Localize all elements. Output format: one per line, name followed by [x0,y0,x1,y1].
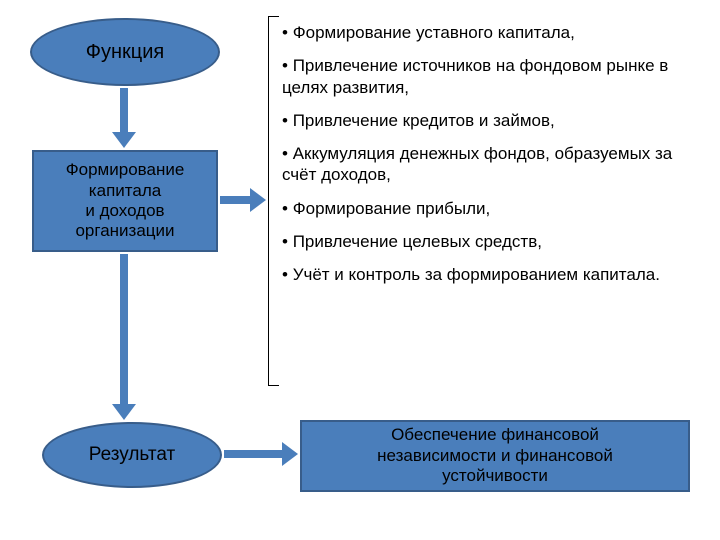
bullet-item: • Формирование уставного капитала, [282,22,702,43]
node-function-label: Функция [86,41,164,64]
node-result-rect: Обеспечение финансовой независимости и ф… [300,420,690,492]
node-formation: Формирование капитала и доходов организа… [32,150,218,252]
node-result-rect-label: Обеспечение финансовой независимости и ф… [377,425,613,486]
node-result-label: Результат [89,444,175,466]
bullet-item: • Аккумуляция денежных фондов, образуемы… [282,143,702,186]
bullet-item: • Привлечение источников на фондовом рын… [282,55,702,98]
node-result: Результат [42,422,222,488]
bullet-item: • Привлечение кредитов и займов, [282,110,702,131]
bullet-item: • Формирование прибыли, [282,198,702,219]
bullet-item: • Учёт и контроль за формированием капит… [282,264,702,285]
bracket [268,16,269,386]
node-formation-label: Формирование капитала и доходов организа… [66,160,185,242]
bullet-item: • Привлечение целевых средств, [282,231,702,252]
bullet-list: • Формирование уставного капитала, • При… [282,22,702,297]
node-function: Функция [30,18,220,86]
